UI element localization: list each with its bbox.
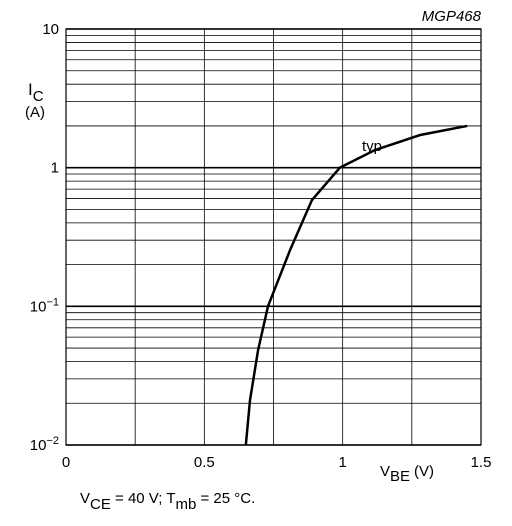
x-tick-label: 1.5 bbox=[471, 454, 492, 471]
caption-part: = 25 °C. bbox=[196, 490, 255, 507]
caption-part: V bbox=[80, 490, 90, 507]
x-label-sub: BE bbox=[390, 468, 410, 485]
y-tick-exponent: −2 bbox=[46, 435, 59, 447]
x-tick-label: 0 bbox=[62, 454, 70, 471]
y-tick-label: 10−1 bbox=[30, 296, 59, 315]
y-tick-base: 10 bbox=[30, 298, 47, 315]
y-axis-label: IC bbox=[28, 80, 44, 105]
x-axis-label: VBE (V) bbox=[380, 463, 434, 485]
caption-part: mb bbox=[175, 496, 196, 513]
y-tick-base: 10 bbox=[42, 21, 59, 38]
annotation: typ bbox=[362, 138, 382, 155]
y-label-main: I bbox=[28, 80, 33, 99]
y-tick-label: 1 bbox=[51, 160, 59, 177]
x-label-unit: (V) bbox=[414, 463, 434, 480]
caption-part: = 40 V; T bbox=[111, 490, 176, 507]
caption: VCE = 40 V; Tmb = 25 °C. bbox=[80, 490, 255, 513]
y-axis-unit: (A) bbox=[25, 104, 45, 121]
curve bbox=[244, 124, 468, 446]
y-tick-exponent: −1 bbox=[46, 296, 59, 308]
y-label-sub: C bbox=[33, 88, 44, 105]
y-tick-base: 10 bbox=[30, 437, 47, 454]
y-tick-label: 10 bbox=[42, 21, 59, 38]
chart-id: MGP468 bbox=[422, 8, 482, 25]
y-tick-label: 10−2 bbox=[30, 435, 59, 454]
x-tick-label: 1 bbox=[338, 454, 346, 471]
x-label-main: V bbox=[380, 463, 390, 480]
plot-frame bbox=[65, 28, 482, 446]
caption-part: CE bbox=[90, 496, 111, 513]
y-tick-base: 1 bbox=[51, 160, 59, 177]
x-tick-label: 0.5 bbox=[194, 454, 215, 471]
